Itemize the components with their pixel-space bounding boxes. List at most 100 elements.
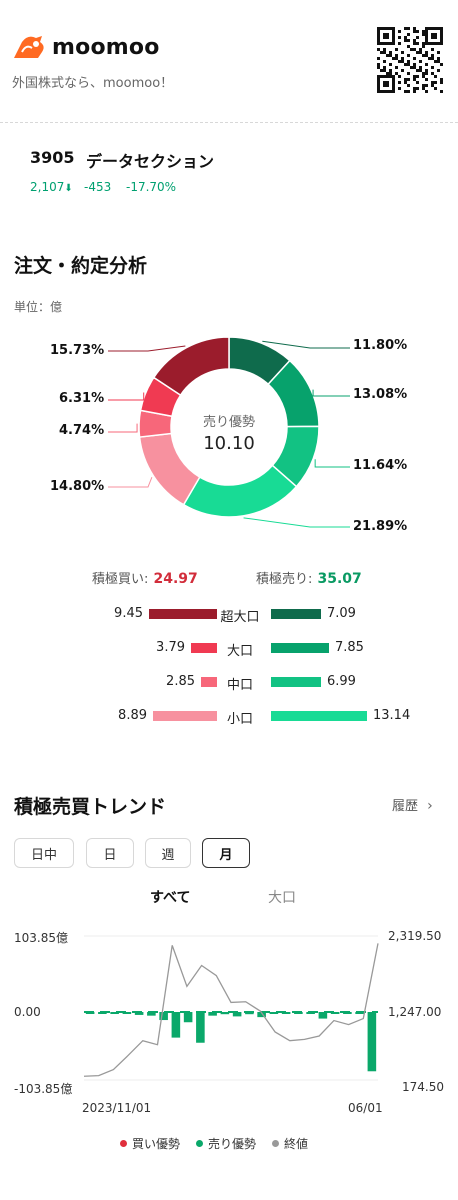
label-buy-super-large: 15.73% bbox=[50, 343, 105, 358]
brand-name: moomoo bbox=[52, 35, 160, 60]
right-tick-mid: 1,247.00 bbox=[388, 1005, 442, 1019]
size-label: 大口 bbox=[226, 644, 253, 659]
sell-bar-mark bbox=[122, 1012, 132, 1014]
size-label: 超大口 bbox=[220, 610, 260, 625]
legend-sell-label: 売り優勢 bbox=[208, 1137, 257, 1151]
sell-bar-mark bbox=[183, 1012, 193, 1023]
right-tick-bottom: 174.50 bbox=[402, 1080, 444, 1094]
donut-leader-buy-small bbox=[108, 477, 153, 488]
sell-bar-mark bbox=[159, 1012, 168, 1021]
donut-slice-buy-super-large bbox=[152, 336, 230, 397]
moomoo-logo bbox=[12, 34, 48, 64]
sell-bar-mark bbox=[330, 1012, 340, 1014]
period-day[interactable]: 日 bbox=[86, 838, 134, 868]
order-row: 2.85 中口 6.99 bbox=[0, 672, 458, 693]
sell-bar bbox=[271, 711, 367, 721]
analysis-unit: 単位：億 bbox=[14, 300, 63, 314]
stock-change: -453 bbox=[84, 180, 112, 194]
period-month-label: 月 bbox=[219, 847, 233, 863]
sell-bar bbox=[271, 609, 321, 619]
close-price-line bbox=[83, 943, 379, 1077]
price-value: 2,107 bbox=[30, 180, 65, 194]
sell-summary: 積極売り: 35.07 bbox=[256, 568, 362, 587]
label-buy-large: 6.31% bbox=[59, 391, 105, 406]
sell-bar-mark bbox=[306, 1012, 315, 1014]
order-row: 9.45 超大口 7.09 bbox=[0, 604, 458, 625]
buy-bar bbox=[201, 677, 217, 687]
sell-bar-mark bbox=[355, 1012, 364, 1014]
buy-bar bbox=[153, 711, 217, 721]
legend-sell: 売り優勢 bbox=[196, 1135, 256, 1152]
legend-buy-label: 買い優勢 bbox=[132, 1137, 181, 1151]
sell-bar-mark bbox=[245, 1012, 254, 1015]
buy-bar bbox=[149, 609, 217, 619]
sell-summary-label: 積極売り: bbox=[256, 572, 313, 587]
x-tick-end: 06/01 bbox=[348, 1101, 383, 1115]
buy-value: 3.79 bbox=[156, 640, 185, 655]
donut-chart bbox=[108, 336, 350, 528]
sell-value: 6.99 bbox=[327, 674, 356, 689]
sell-bar bbox=[271, 643, 329, 653]
left-tick-top: 103.85億 bbox=[14, 931, 68, 945]
trend-title: 積極売買トレンド bbox=[14, 796, 167, 818]
buy-summary-label: 積極買い: bbox=[92, 572, 149, 587]
donut-leader-sell-large bbox=[312, 389, 350, 397]
history-link[interactable]: 履歴 › bbox=[392, 795, 433, 814]
label-buy-small: 14.80% bbox=[50, 479, 105, 494]
legend-buy: 買い優勢 bbox=[120, 1135, 180, 1152]
size-label: 小口 bbox=[226, 712, 253, 727]
sell-bar-mark bbox=[110, 1012, 119, 1014]
period-month[interactable]: 月 bbox=[202, 838, 250, 868]
donut-leader-buy-medium bbox=[108, 423, 138, 433]
stock-code: 3905 bbox=[30, 148, 75, 167]
chevron-right-icon: › bbox=[427, 798, 433, 814]
stock-change-pct: -17.70% bbox=[126, 180, 177, 194]
donut-leader-sell-super-large bbox=[262, 340, 350, 349]
trend-chart bbox=[83, 935, 379, 1081]
donut-leader-sell-medium bbox=[314, 459, 350, 468]
left-tick-mid: 0.00 bbox=[14, 1005, 41, 1019]
sell-bar-mark bbox=[147, 1012, 156, 1016]
donut-center-value: 10.10 bbox=[203, 433, 255, 454]
sell-bar-mark bbox=[269, 1012, 279, 1014]
buy-summary-value: 24.97 bbox=[153, 571, 198, 587]
buy-bar bbox=[191, 643, 217, 653]
buy-value: 8.89 bbox=[118, 708, 147, 723]
period-day-label: 日 bbox=[103, 847, 117, 863]
sell-value: 7.09 bbox=[327, 606, 356, 621]
legend-sell-dot bbox=[196, 1140, 204, 1147]
period-intraday-label: 日中 bbox=[30, 847, 57, 863]
analysis-title: 注文・約定分析 bbox=[14, 255, 148, 277]
label-sell-medium: 11.64% bbox=[353, 458, 408, 473]
sell-bar-mark bbox=[343, 1012, 352, 1014]
label-sell-large: 13.08% bbox=[353, 387, 408, 402]
sell-bar-mark bbox=[220, 1012, 230, 1015]
period-week[interactable]: 週 bbox=[145, 838, 191, 868]
buy-summary: 積極買い: 24.97 bbox=[92, 568, 198, 587]
qr-code-icon bbox=[377, 27, 443, 93]
order-size-rows: 9.45 超大口 7.09 3.79 大口 7.85 2.85 中口 6.99 8.89 小口 13.… bbox=[0, 600, 458, 727]
period-intraday[interactable]: 日中 bbox=[14, 838, 74, 868]
donut-leader-buy-large bbox=[108, 392, 145, 401]
left-tick-bottom: -103.85億 bbox=[14, 1082, 73, 1096]
legend-buy-dot bbox=[120, 1140, 127, 1147]
legend-close-dot bbox=[272, 1140, 280, 1147]
sell-bar-mark bbox=[294, 1012, 303, 1014]
sell-bar-mark bbox=[85, 1012, 95, 1014]
divider bbox=[0, 122, 458, 123]
label-buy-medium: 4.74% bbox=[59, 423, 105, 438]
sell-bar-mark bbox=[208, 1012, 217, 1016]
donut-leader-sell-small bbox=[243, 517, 350, 528]
label-sell-super-large: 11.80% bbox=[353, 338, 408, 353]
label-sell-small: 21.89% bbox=[353, 519, 408, 534]
moomoo-logo-icon bbox=[14, 36, 44, 58]
size-label: 中口 bbox=[226, 678, 253, 693]
tab-all[interactable]: すべて bbox=[150, 890, 191, 906]
donut-leader-buy-super-large bbox=[108, 345, 186, 352]
donut-slice-sell-small bbox=[182, 464, 298, 518]
sell-bar-mark bbox=[281, 1012, 291, 1014]
sell-bar-mark bbox=[98, 1012, 107, 1014]
buy-value: 9.45 bbox=[114, 606, 143, 621]
tab-large[interactable]: 大口 bbox=[268, 890, 296, 906]
sell-bar-mark bbox=[171, 1012, 181, 1038]
